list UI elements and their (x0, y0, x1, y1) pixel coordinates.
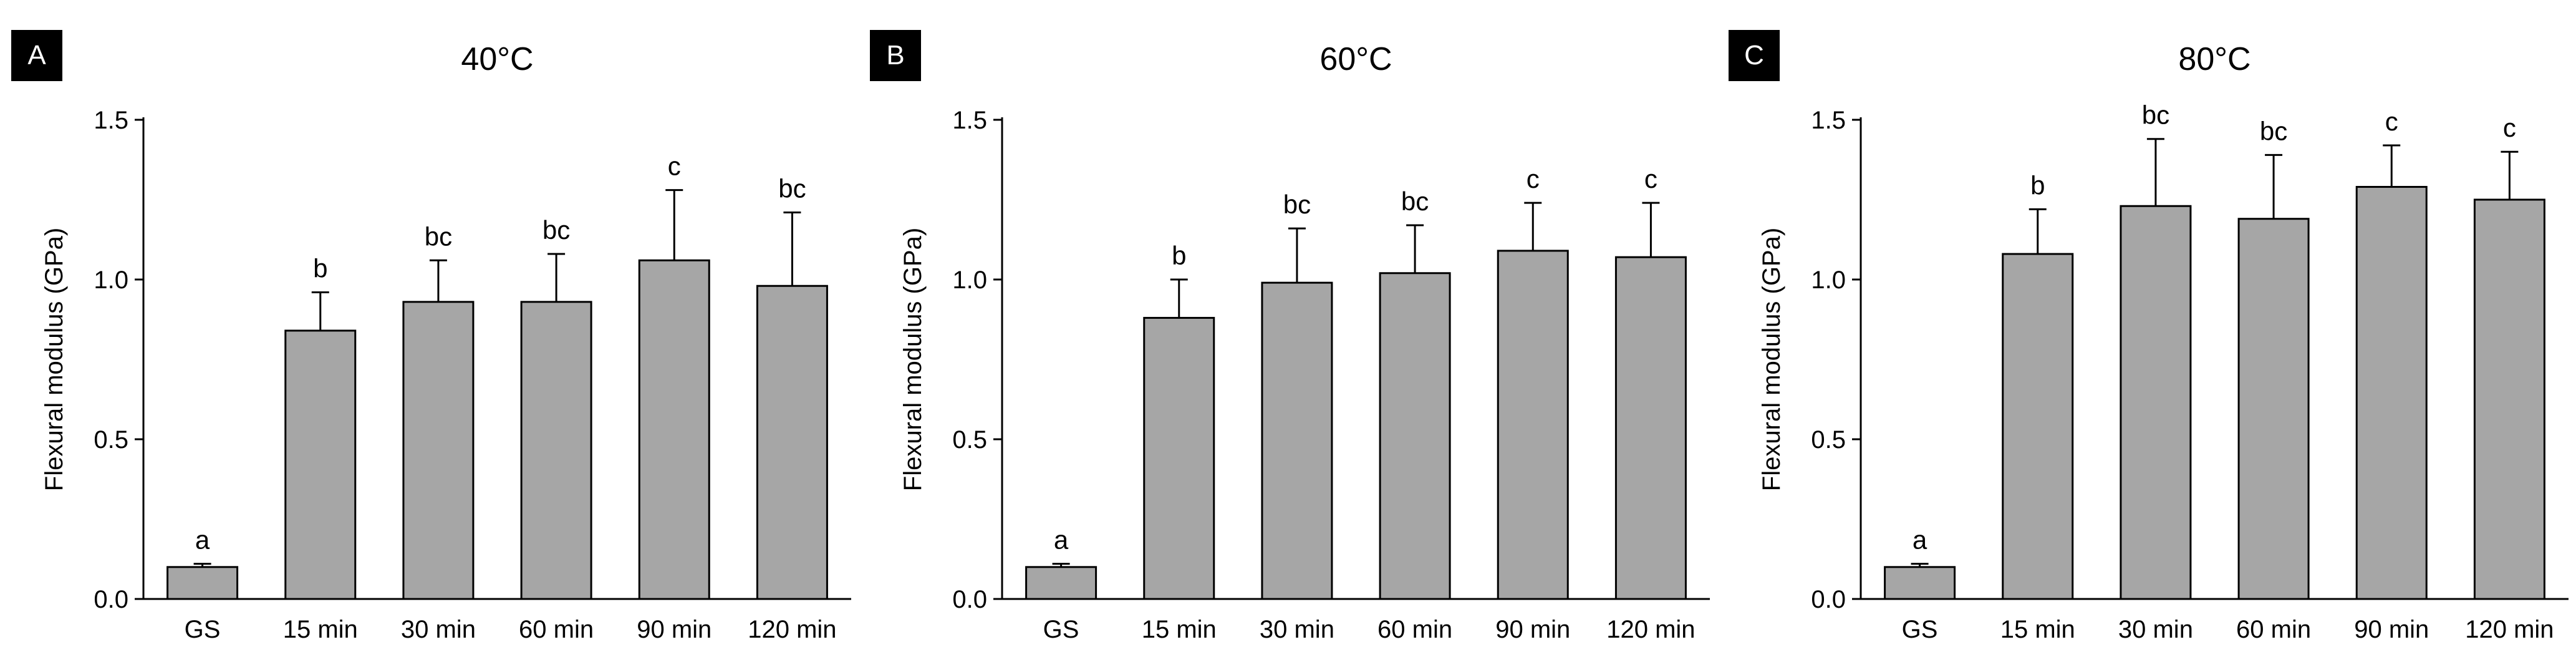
significance-letter: bc (778, 173, 806, 203)
chart-panel-b: B 60°C Flexural modulus (GPa) 0.0 0.5 1.0 1.5… (859, 0, 1717, 657)
panel-label: B (870, 30, 921, 81)
significance-letter: b (313, 253, 327, 283)
x-tick-label: 30 min (401, 616, 476, 643)
bar (1025, 566, 1097, 600)
x-tick-label: 15 min (2000, 616, 2075, 643)
panel-label: C (1729, 30, 1780, 81)
x-tick-label: 30 min (1260, 616, 1334, 643)
significance-letter: a (195, 525, 210, 555)
x-tick-label: 60 min (2236, 616, 2311, 643)
bar (1261, 281, 1333, 600)
bar (520, 301, 592, 600)
y-tick-label: 1.0 (1811, 266, 1846, 294)
bar (1379, 272, 1451, 600)
significance-letter: bc (2260, 116, 2287, 145)
y-tick-label: 0.0 (1811, 586, 1846, 613)
bar (166, 566, 239, 600)
y-tick-label: 0.0 (94, 586, 128, 613)
x-tick-label: 120 min (1606, 616, 1695, 643)
chart-svg: 40°C Flexural modulus (GPa) 0.0 0.5 1.0 1.5 a G… (41, 41, 851, 643)
x-tick-label: 15 min (1142, 616, 1217, 643)
significance-letter: bc (425, 221, 452, 251)
x-tick-label: 120 min (2465, 616, 2554, 643)
significance-letter: c (1527, 164, 1540, 193)
chart-svg: 80°C Flexural modulus (GPa) 0.0 0.5 1.0 1.5 a G… (1758, 41, 2569, 643)
bar (2120, 205, 2192, 600)
bar (756, 285, 828, 600)
y-tick-label: 1.5 (94, 107, 128, 134)
chart-title: 60°C (1319, 41, 1392, 77)
chart-title: 80°C (2178, 41, 2250, 77)
chart-svg: 60°C Flexural modulus (GPa) 0.0 0.5 1.0 1.5 a G… (899, 41, 1710, 643)
x-tick-label: 30 min (2118, 616, 2193, 643)
significance-letter: b (2030, 170, 2045, 200)
bar (2473, 198, 2545, 600)
x-tick-label: 60 min (1377, 616, 1452, 643)
bar (1143, 316, 1215, 600)
y-tick-label: 0.5 (94, 426, 128, 454)
significance-letter: b (1172, 241, 1186, 270)
chart-panel-a: A 40°C Flexural modulus (GPa) 0.0 0.5 1.0 1.5… (0, 0, 859, 657)
significance-letter: c (1644, 164, 1657, 193)
x-tick-label: 15 min (283, 616, 358, 643)
panel-label: A (11, 30, 62, 81)
chart-panel-c: C 80°C Flexural modulus (GPa) 0.0 0.5 1.0 1.5… (1717, 0, 2576, 657)
x-tick-label: GS (185, 616, 221, 643)
y-tick-label: 1.5 (1811, 107, 1846, 134)
significance-letter: bc (1401, 187, 1429, 216)
bar (284, 329, 357, 600)
significance-letter: bc (1283, 190, 1311, 219)
x-tick-label: 60 min (519, 616, 594, 643)
bar (1497, 250, 1569, 600)
x-tick-label: 90 min (1495, 616, 1570, 643)
x-tick-label: GS (1902, 616, 1938, 643)
chart-title: 40°C (461, 41, 533, 77)
x-tick-label: GS (1043, 616, 1079, 643)
y-tick-label: 0.5 (952, 426, 987, 454)
y-axis-label: Flexural modulus (GPa) (899, 228, 927, 491)
y-tick-label: 1.0 (94, 266, 128, 294)
bar (1614, 256, 1687, 600)
significance-letter: bc (2142, 100, 2169, 130)
significance-letter: bc (543, 215, 570, 245)
x-tick-label: 90 min (637, 616, 712, 643)
y-axis-label: Flexural modulus (GPa) (1758, 228, 1785, 491)
x-tick-label: 90 min (2354, 616, 2429, 643)
bar (2355, 186, 2428, 600)
bar (638, 259, 710, 600)
y-tick-label: 1.5 (952, 107, 987, 134)
significance-letter: a (1913, 525, 1927, 555)
y-tick-label: 0.5 (1811, 426, 1846, 454)
significance-letter: c (2385, 107, 2398, 136)
y-axis-label: Flexural modulus (GPa) (41, 228, 68, 491)
bar (2002, 253, 2074, 600)
bar (402, 301, 475, 600)
bar (2237, 218, 2310, 600)
significance-letter: c (668, 152, 681, 181)
y-tick-label: 1.0 (952, 266, 987, 294)
bar (1884, 566, 1956, 600)
significance-letter: c (2503, 113, 2516, 142)
x-tick-label: 120 min (748, 616, 836, 643)
y-tick-label: 0.0 (952, 586, 987, 613)
significance-letter: a (1054, 525, 1069, 555)
